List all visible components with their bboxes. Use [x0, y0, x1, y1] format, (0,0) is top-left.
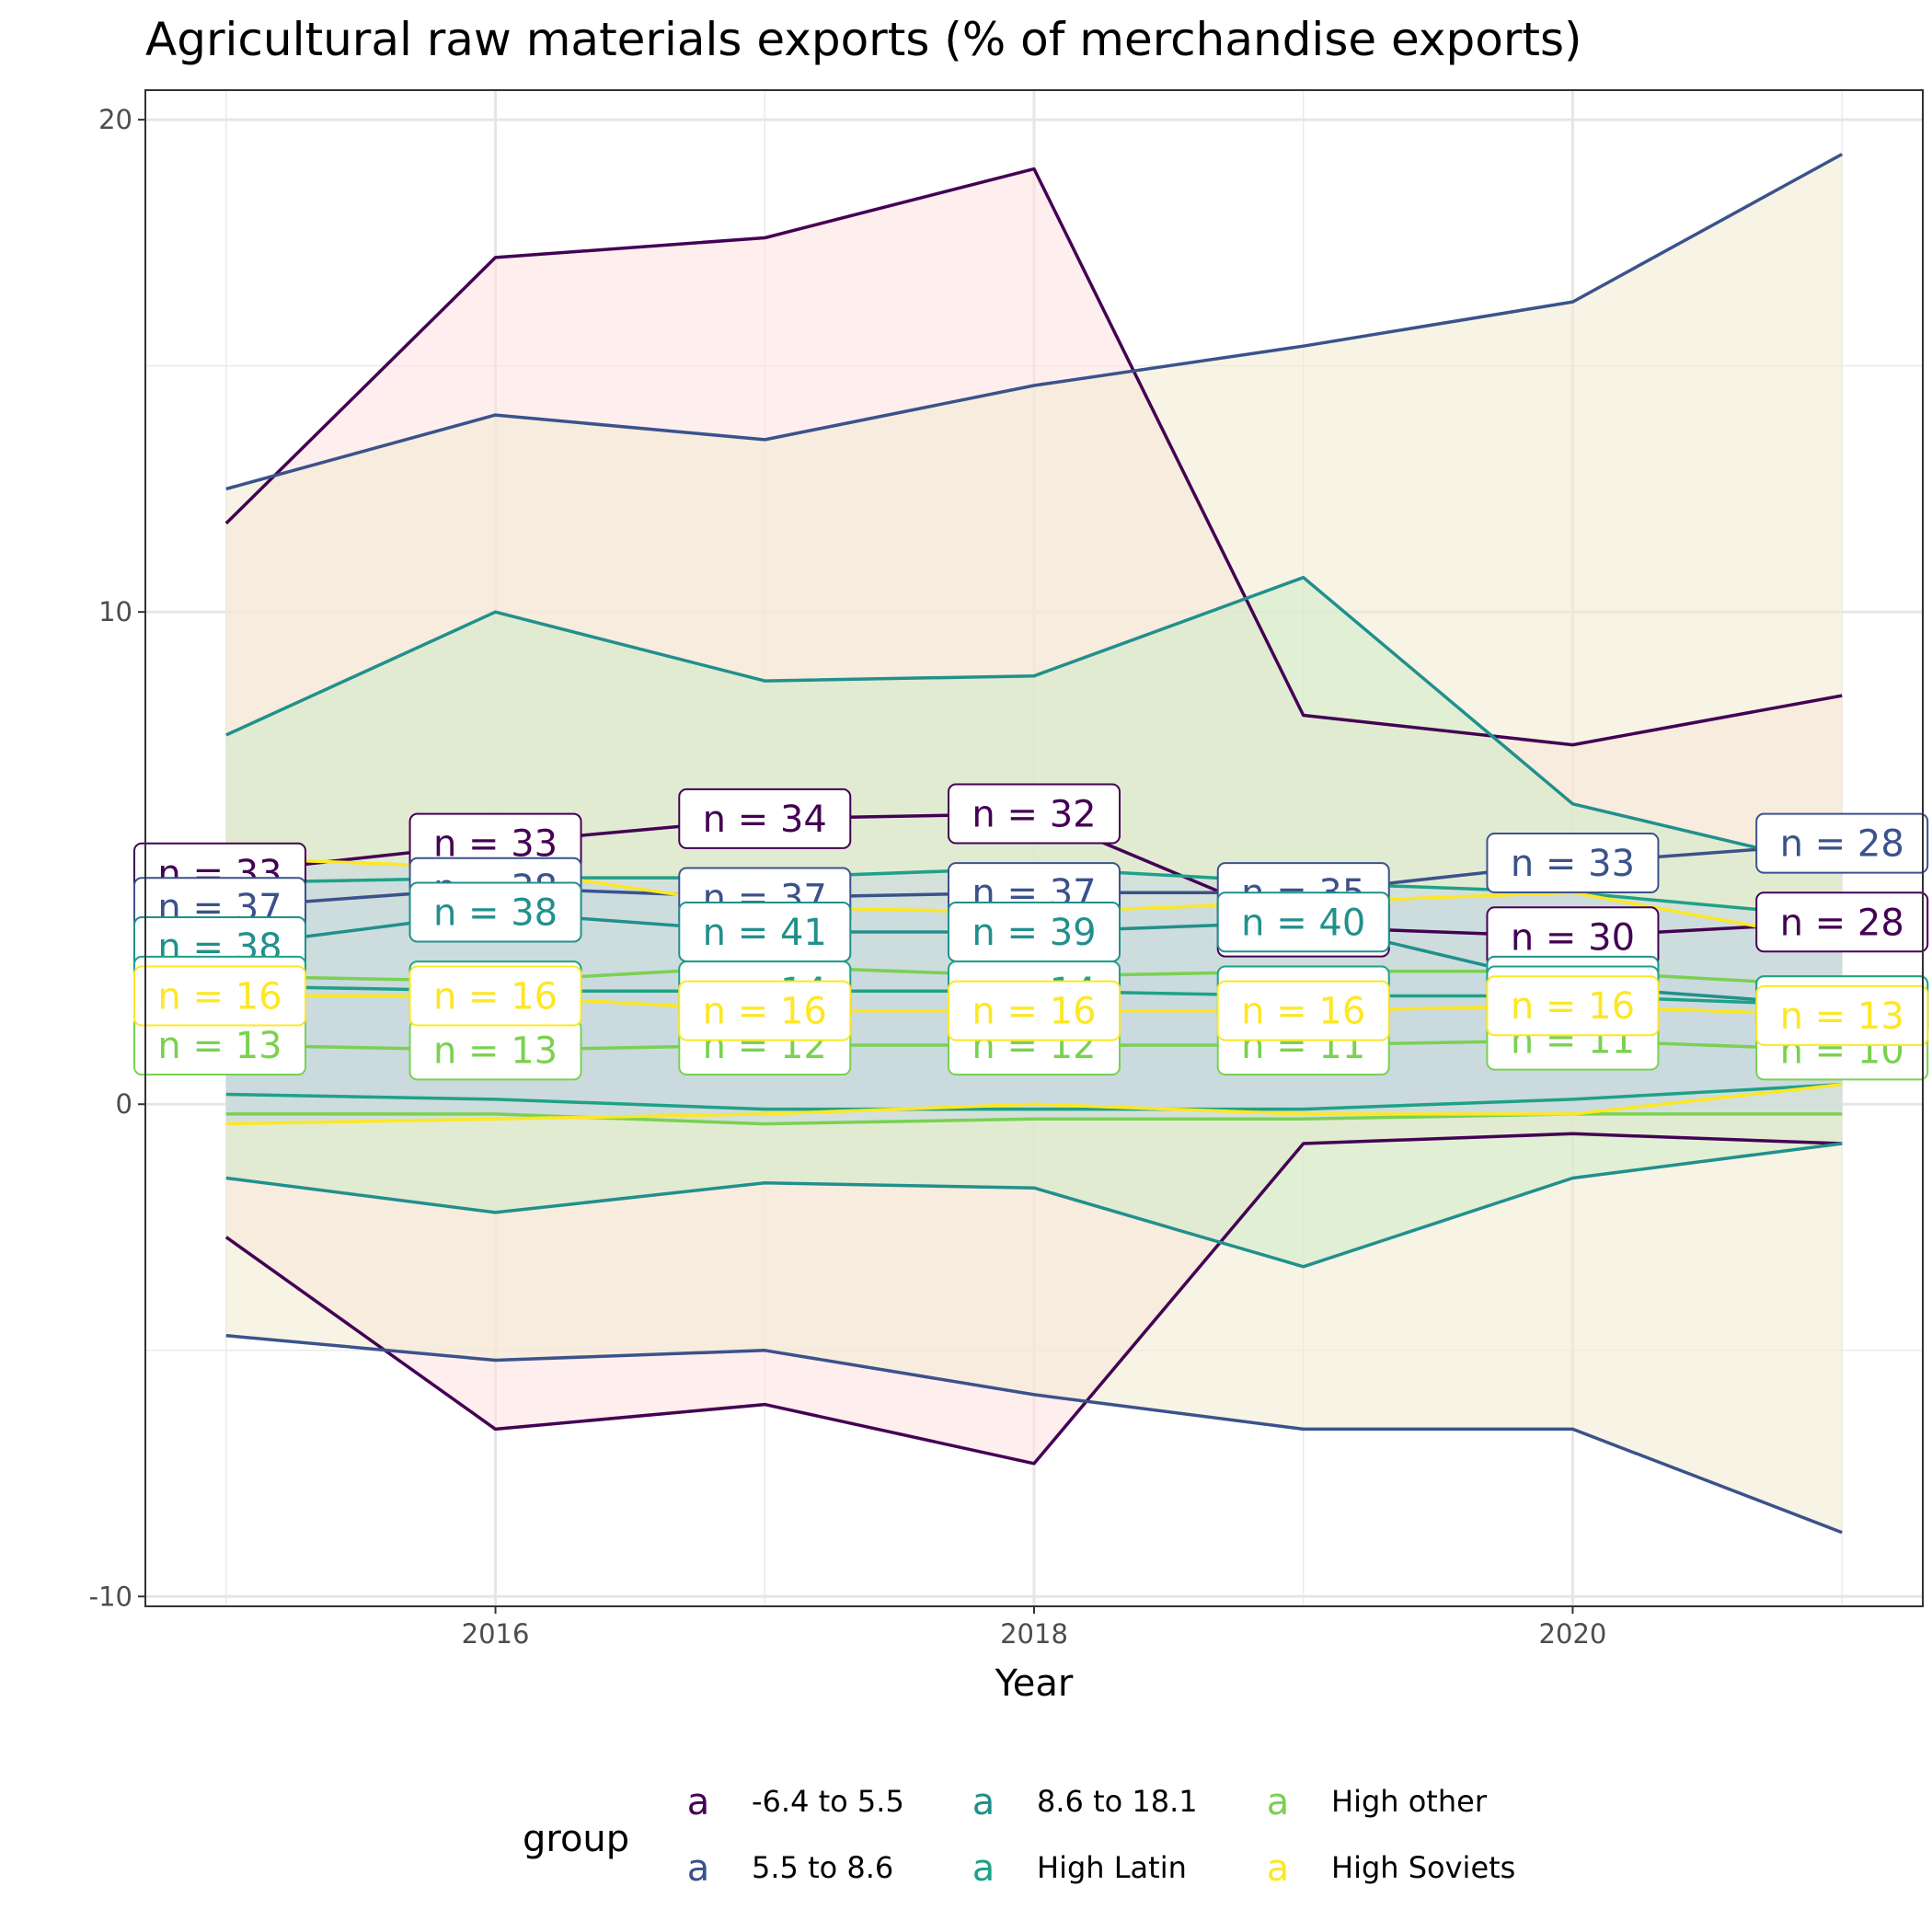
count-labels: n = 33n = 33n = 34n = 32n = 34n = 30n = … — [133, 783, 1929, 1081]
line-lower-8-6-to-18-1 — [225, 1142, 1843, 1269]
line-upper-8-6-to-18-1 — [225, 575, 1843, 870]
count-label-text: n = 28 — [1780, 902, 1904, 944]
legend-label: High other — [1331, 1784, 1488, 1819]
count-label-box — [1486, 833, 1660, 894]
count-label-box — [948, 783, 1121, 845]
count-label-high-soviets: n = 16 — [678, 980, 852, 1041]
count-label-box — [1755, 984, 1929, 1046]
line-lower-6-4-to-5-5 — [224, 1132, 1843, 1466]
count-label-box — [1486, 975, 1660, 1037]
x-axis: 2016 2018 2020 — [462, 1606, 1607, 1650]
chart-title: Agricultural raw materials exports (% of… — [145, 13, 1582, 66]
line-upper-6-4-to-5-5 — [224, 167, 1843, 747]
count-label-5-5-to-8-6: n = 28 — [1755, 812, 1929, 874]
count-label-box — [678, 788, 852, 849]
x-tick-label: 2016 — [462, 1618, 530, 1650]
legend: group a -6.4 to 5.5 a 5.5 to 8.6 a 8.6 to 18.… — [523, 1781, 1515, 1890]
count-label-text: n = 28 — [1780, 823, 1904, 866]
line-mid-lower-high-soviets — [225, 1083, 1843, 1126]
count-label-text: n = 38 — [433, 892, 558, 935]
y-tick-label: 20 — [98, 104, 132, 135]
count-label-text: n = 16 — [1511, 985, 1635, 1028]
line-mid-lower-high-latin — [225, 1083, 1843, 1111]
count-label-text: n = 41 — [703, 912, 827, 954]
count-label-text: n = 16 — [157, 976, 282, 1018]
legend-item-high-soviets: a High Soviets — [1267, 1847, 1516, 1890]
legend-item-8-6-to-18-1: a 8.6 to 18.1 — [972, 1781, 1198, 1823]
count-label-text: n = 39 — [972, 912, 1096, 954]
legend-label: -6.4 to 5.5 — [752, 1784, 904, 1819]
count-label-high-other: n = 13 — [408, 1019, 582, 1081]
count-label-text: n = 13 — [157, 1025, 282, 1067]
count-label-box — [408, 965, 582, 1027]
count-label-box — [133, 965, 306, 1027]
count-label-text: n = 13 — [433, 1029, 558, 1072]
count-label-text: n = 16 — [972, 991, 1096, 1033]
count-label-6-4-to-5-5: n = 28 — [1755, 891, 1929, 953]
count-label-6-4-to-5-5: n = 30 — [1486, 906, 1660, 968]
y-tick-label: 0 — [116, 1088, 132, 1120]
count-label-8-6-to-18-1: n = 41 — [678, 901, 852, 962]
count-label-box — [1755, 891, 1929, 953]
count-label-high-soviets: n = 16 — [1216, 980, 1390, 1041]
y-tick-label: -10 — [89, 1581, 132, 1612]
legend-label: 8.6 to 18.1 — [1037, 1784, 1198, 1819]
count-label-high-other: n = 13 — [133, 1015, 306, 1076]
count-label-high-soviets: n = 16 — [408, 965, 582, 1027]
legend-key: a — [1267, 1781, 1290, 1823]
count-label-box — [408, 881, 582, 943]
legend-key: a — [687, 1847, 710, 1890]
legend-label: High Soviets — [1331, 1850, 1515, 1885]
legend-key: a — [1267, 1847, 1290, 1890]
legend-item-5-5-to-8-6: a 5.5 to 8.6 — [687, 1847, 894, 1890]
legend-label: High Latin — [1037, 1850, 1187, 1885]
legend-key: a — [687, 1781, 710, 1823]
x-axis-title: Year — [995, 1662, 1074, 1705]
legend-title: group — [523, 1818, 629, 1860]
y-tick-label: 10 — [98, 596, 132, 627]
count-label-high-soviets: n = 16 — [1486, 975, 1660, 1037]
count-label-text: n = 33 — [1511, 843, 1635, 885]
count-label-text: n = 13 — [1780, 995, 1904, 1038]
count-label-8-6-to-18-1: n = 39 — [948, 901, 1121, 962]
legend-item-high-latin: a High Latin — [972, 1847, 1187, 1890]
count-label-high-soviets: n = 16 — [133, 965, 306, 1027]
count-label-text: n = 30 — [1511, 916, 1635, 959]
count-label-text: n = 16 — [703, 991, 827, 1033]
count-label-box — [1216, 980, 1390, 1041]
legend-key: a — [972, 1847, 995, 1890]
count-label-8-6-to-18-1: n = 38 — [408, 881, 582, 943]
line-upper-5-5-to-8-6 — [225, 153, 1844, 491]
count-label-high-soviets: n = 16 — [948, 980, 1121, 1041]
count-label-text: n = 32 — [972, 794, 1096, 836]
count-label-box — [678, 980, 852, 1041]
y-axis: -10 0 10 20 — [89, 104, 145, 1612]
count-label-8-6-to-18-1: n = 40 — [1216, 891, 1390, 953]
legend-label: 5.5 to 8.6 — [752, 1850, 893, 1885]
count-label-text: n = 34 — [703, 799, 827, 841]
count-label-box — [1216, 891, 1390, 953]
count-label-text: n = 16 — [433, 976, 558, 1018]
count-label-high-soviets: n = 13 — [1755, 984, 1929, 1046]
count-label-6-4-to-5-5: n = 34 — [678, 788, 852, 849]
line-lower-5-5-to-8-6 — [225, 1333, 1843, 1535]
legend-item-6-4-to-5-5: a -6.4 to 5.5 — [687, 1781, 904, 1823]
legend-key: a — [972, 1781, 995, 1823]
count-label-box — [948, 980, 1121, 1041]
count-label-box — [1755, 812, 1929, 874]
count-label-5-5-to-8-6: n = 33 — [1486, 833, 1660, 894]
x-tick-label: 2020 — [1539, 1618, 1607, 1650]
count-label-text: n = 40 — [1241, 902, 1365, 944]
x-tick-label: 2018 — [1000, 1618, 1068, 1650]
count-label-text: n = 16 — [1241, 991, 1365, 1033]
legend-item-high-other: a High other — [1267, 1781, 1488, 1823]
count-label-6-4-to-5-5: n = 32 — [948, 783, 1121, 845]
